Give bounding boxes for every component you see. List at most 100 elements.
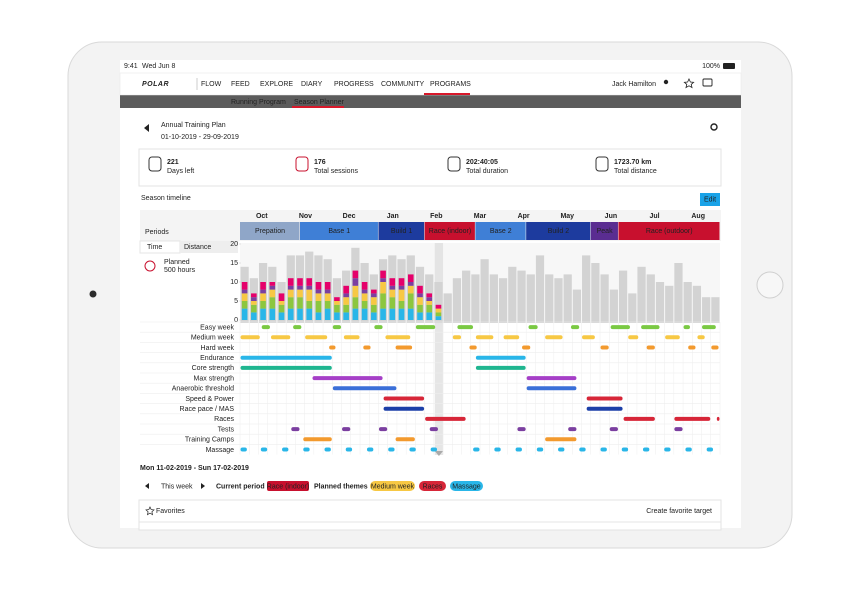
period-label[interactable]: Build 2 — [548, 228, 570, 235]
theme-segment[interactable] — [528, 325, 538, 330]
theme-segment[interactable] — [282, 447, 289, 452]
theme-segment[interactable] — [260, 447, 268, 452]
theme-segment[interactable] — [395, 437, 415, 442]
theme-segment[interactable] — [570, 325, 580, 330]
period-label[interactable]: Build 1 — [391, 228, 413, 235]
period-block[interactable] — [526, 222, 591, 240]
theme-segment[interactable] — [517, 427, 526, 432]
theme-segment[interactable] — [610, 325, 630, 330]
settings-icon[interactable] — [710, 123, 718, 131]
theme-segment[interactable] — [415, 325, 436, 330]
theme-segment[interactable] — [312, 376, 383, 381]
theme-segment[interactable] — [388, 447, 395, 452]
nav-item[interactable]: COMMUNITY — [381, 81, 424, 88]
theme-segment[interactable] — [475, 365, 526, 370]
theme-segment[interactable] — [452, 335, 462, 340]
user-name[interactable]: Jack Hamilton — [612, 81, 656, 88]
back-arrow[interactable] — [144, 124, 149, 132]
week-nav-label[interactable]: This week — [161, 483, 193, 490]
theme-segment[interactable] — [579, 447, 586, 452]
nav-item[interactable]: PROGRAMS — [430, 81, 471, 88]
nav-item[interactable]: FEED — [231, 81, 250, 88]
theme-segment[interactable] — [503, 335, 520, 340]
edit-button[interactable] — [700, 193, 720, 206]
theme-segment[interactable] — [270, 335, 291, 340]
theme-segment[interactable] — [363, 345, 371, 350]
period-label[interactable]: Peak — [597, 228, 613, 235]
theme-segment[interactable] — [240, 365, 332, 370]
theme-segment[interactable] — [685, 447, 692, 452]
theme-segment[interactable] — [683, 325, 690, 330]
theme-segment[interactable] — [586, 406, 623, 411]
nav-item[interactable]: DIARY — [301, 81, 323, 88]
edit-label[interactable]: Edit — [704, 196, 716, 203]
theme-segment[interactable] — [609, 427, 618, 432]
period-label[interactable]: Prepation — [255, 228, 285, 235]
theme-segment[interactable] — [711, 345, 719, 350]
prev-week[interactable] — [145, 483, 149, 489]
theme-segment[interactable] — [324, 447, 331, 452]
theme-segment[interactable] — [305, 335, 328, 340]
theme-segment[interactable] — [623, 416, 655, 421]
period-label[interactable]: Base 1 — [328, 228, 350, 235]
theme-segment[interactable] — [642, 447, 650, 452]
period-label[interactable]: Base 2 — [490, 228, 512, 235]
theme-segment[interactable] — [240, 355, 332, 360]
period-label[interactable]: Race (outdoor) — [646, 228, 693, 235]
theme-segment[interactable] — [378, 427, 388, 432]
theme-segment[interactable] — [425, 416, 466, 421]
tab-label[interactable]: Time — [147, 244, 162, 251]
theme-segment[interactable] — [568, 427, 577, 432]
theme-segment[interactable] — [366, 447, 374, 452]
theme-segment[interactable] — [332, 325, 342, 330]
theme-segment[interactable] — [526, 386, 577, 391]
theme-segment[interactable] — [522, 345, 531, 350]
theme-segment[interactable] — [582, 335, 595, 340]
theme-segment[interactable] — [665, 335, 680, 340]
user-icon[interactable] — [663, 79, 669, 85]
theme-segment[interactable] — [702, 325, 716, 330]
theme-segment[interactable] — [332, 386, 397, 391]
theme-segment[interactable] — [664, 447, 671, 452]
theme-segment[interactable] — [473, 447, 480, 452]
period-block[interactable] — [378, 222, 425, 240]
theme-segment[interactable] — [600, 345, 609, 350]
theme-segment[interactable] — [342, 427, 351, 432]
period-label[interactable]: Race (indoor) — [429, 228, 471, 235]
brand-logo[interactable]: POLAR — [142, 81, 169, 88]
theme-segment[interactable] — [674, 416, 711, 421]
theme-segment[interactable] — [291, 427, 300, 432]
tab-label[interactable]: Distance — [184, 244, 211, 251]
nav-item[interactable]: PROGRESS — [334, 81, 374, 88]
star-icon[interactable] — [683, 78, 695, 89]
theme-segment[interactable] — [515, 447, 522, 452]
subnav-item[interactable]: Running Program — [231, 99, 286, 106]
period-block[interactable] — [475, 222, 526, 240]
theme-segment[interactable] — [586, 396, 623, 401]
create-favorite[interactable]: Create favorite target — [646, 508, 712, 515]
theme-segment[interactable] — [457, 325, 474, 330]
theme-segment[interactable] — [469, 345, 477, 350]
theme-segment[interactable] — [688, 345, 696, 350]
theme-segment[interactable] — [706, 447, 714, 452]
theme-segment[interactable] — [374, 325, 383, 330]
period-block[interactable] — [424, 222, 475, 240]
theme-segment[interactable] — [303, 447, 310, 452]
theme-segment[interactable] — [329, 345, 336, 350]
tab-distance[interactable] — [180, 241, 238, 253]
chat-icon[interactable] — [702, 78, 713, 87]
theme-segment[interactable] — [674, 427, 683, 432]
theme-segment[interactable] — [303, 437, 332, 442]
theme-segment[interactable] — [558, 447, 565, 452]
theme-segment[interactable] — [293, 325, 302, 330]
theme-segment[interactable] — [240, 335, 260, 340]
period-block[interactable] — [300, 222, 378, 240]
theme-segment[interactable] — [383, 406, 425, 411]
theme-segment[interactable] — [475, 335, 494, 340]
theme-segment[interactable] — [494, 447, 501, 452]
theme-segment[interactable] — [600, 447, 607, 452]
theme-segment[interactable] — [343, 335, 360, 340]
theme-segment[interactable] — [526, 376, 577, 381]
period-block[interactable] — [590, 222, 618, 240]
theme-segment[interactable] — [383, 396, 425, 401]
